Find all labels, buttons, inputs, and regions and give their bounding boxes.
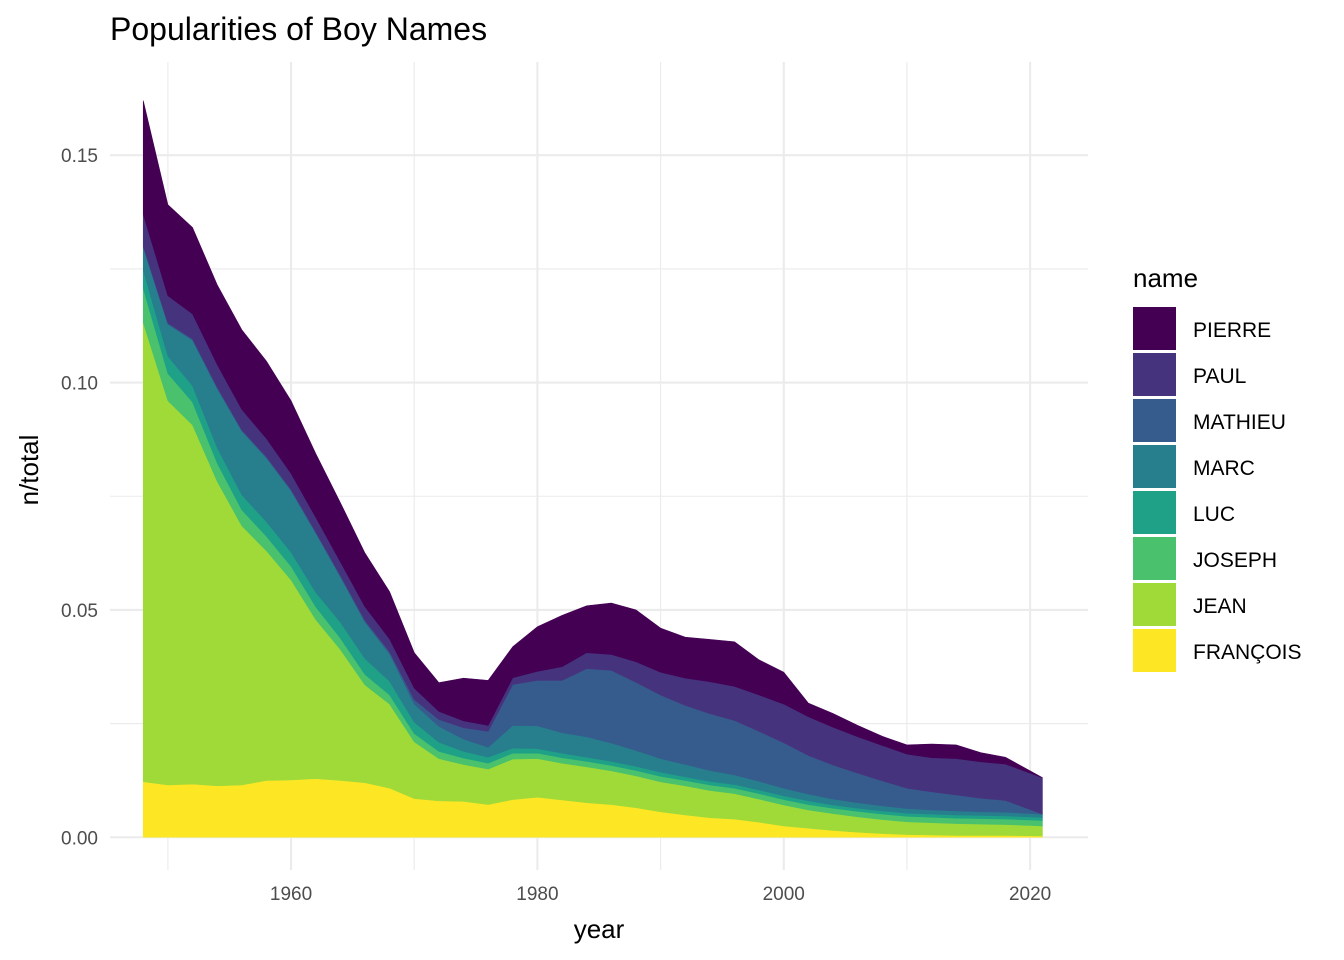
legend-label-joseph: JOSEPH: [1193, 549, 1277, 572]
legend-label-jean: JEAN: [1193, 595, 1247, 618]
y-axis-title: n/total: [14, 435, 44, 506]
legend-label-luc: LUC: [1193, 503, 1235, 526]
legend-label-marc: MARC: [1193, 457, 1255, 480]
chart-title: Popularities of Boy Names: [110, 11, 487, 47]
legend-key-paul: [1133, 353, 1176, 396]
legend-key-jean: [1133, 583, 1176, 626]
y-tick-label-3: 0.15: [61, 146, 98, 167]
legend-key-luc: [1133, 491, 1176, 534]
legend-key-mathieu: [1133, 399, 1176, 442]
legend-label-paul: PAUL: [1193, 365, 1246, 388]
legend-label-pierre: PIERRE: [1193, 319, 1271, 342]
legend-key-françois: [1133, 629, 1176, 672]
legend-key-marc: [1133, 445, 1176, 488]
y-axis-ticks: 0.00 0.05 0.10 0.15: [61, 146, 98, 849]
legend-key-pierre: [1133, 307, 1176, 350]
legend-label-françois: FRANÇOIS: [1193, 641, 1302, 664]
y-tick-label-1: 0.05: [61, 601, 98, 622]
x-tick-label-0: 1960: [270, 884, 312, 905]
x-axis-ticks: 1960 1980 2000 2020: [270, 884, 1051, 905]
y-tick-label-2: 0.10: [61, 374, 98, 395]
x-tick-label-2: 2000: [763, 884, 805, 905]
stacked-areas: [142, 100, 1043, 838]
legend: name PIERRE PAUL MATHIEU MARC LUC JOSEPH JEAN F…: [1133, 263, 1302, 672]
x-tick-label-3: 2020: [1009, 884, 1051, 905]
x-tick-label-1: 1980: [516, 884, 558, 905]
legend-key-joseph: [1133, 537, 1176, 580]
y-tick-label-0: 0.00: [61, 828, 98, 849]
x-axis-title: year: [574, 914, 625, 944]
area-pierre: [142, 100, 1043, 778]
legend-title: name: [1133, 263, 1198, 293]
legend-label-mathieu: MATHIEU: [1193, 411, 1286, 434]
